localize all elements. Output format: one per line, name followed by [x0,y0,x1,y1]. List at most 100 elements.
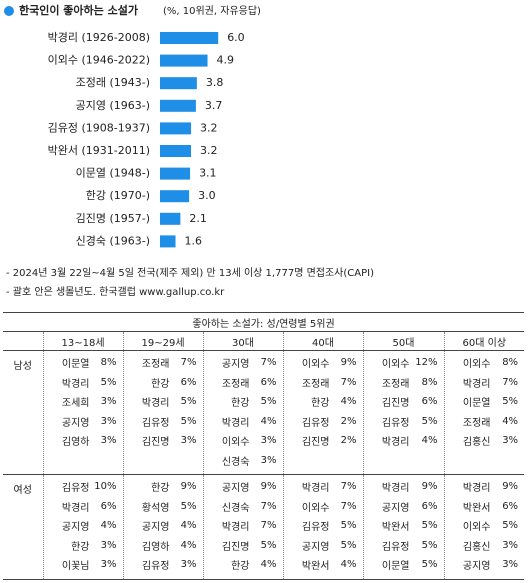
author-name: 한강 [231,561,250,573]
category-label: 신경숙 (1963-) [76,234,150,247]
entry: 조정래 6% [204,373,283,393]
value-label: 3.0 [198,189,216,202]
author-name: 조정래 [141,359,170,371]
author-name: 공지영 [61,522,90,534]
percent: 7% [260,520,277,532]
entry: 황석영 5% [124,497,203,517]
author-name: 공지영 [462,561,491,573]
percent: 9% [502,481,519,493]
author-name: 박경리 [221,522,250,534]
author-name: 박경리 [141,398,170,410]
value-label: 3.2 [200,144,218,157]
entry: 김영하 3% [44,431,123,451]
percent: 5% [421,559,438,571]
percent: 2% [340,415,357,427]
author-name: 조정래 [301,378,330,390]
author-name: 공지영 [221,483,250,495]
entry: 조세희 3% [44,392,123,412]
percent: 4% [180,520,197,532]
entry: 박경리 9% [364,477,444,497]
entry: 김유정 3% [124,555,203,575]
cell: 이외수 12% 조정래 8% 김진명 6% 김유정 5% 박경리 4% [362,350,444,475]
percent: 3% [180,559,197,571]
entry: 김영하 4% [124,536,203,556]
author-name: 신경숙 [221,502,250,514]
author-name: 공지영 [141,522,170,534]
entry: 이문열 5% [364,555,444,575]
entry: 김홍신 3% [445,536,525,556]
author-name: 이외수 [462,522,491,534]
category-label: 박완서 (1931-2011) [48,144,150,157]
chart-title: 한국인이 좋아하는 소설가 [19,3,138,17]
percent: 5% [502,520,519,532]
percent: 7% [340,500,357,512]
entry: 한강 4% [204,555,283,575]
cell: 공지영 9% 신경숙 7% 박경리 7% 김진명 5% 한강 4% [202,474,283,580]
author-name: 한강 [311,398,330,410]
category-label: 김유정 (1908-1937) [48,121,150,134]
group-label: 여성 [3,474,43,580]
author-name: 박경리 [61,378,90,390]
value-label: 2.1 [189,212,207,225]
entry: 공지영 4% [124,516,203,536]
entry: 이외수 9% [284,353,363,373]
percent: 8% [502,357,519,369]
percent: 12% [415,357,438,369]
author-name: 이문열 [381,561,410,573]
column-header: 50대 [362,331,444,351]
percent: 9% [421,481,438,493]
percent: 7% [260,357,277,369]
author-name: 한강 [231,398,250,410]
entry: 김진명 5% [204,536,283,556]
percent: 3% [260,435,277,447]
category-label: 공지영 (1963-) [76,99,150,112]
author-name: 황석영 [141,502,170,514]
category-label: 이외수 (1946-2022) [48,54,150,67]
author-name: 이꽃님 [61,561,90,573]
percent: 7% [260,500,277,512]
entry: 공지영 3% [44,412,123,432]
entry: 신경숙 7% [204,497,283,517]
bar [160,190,190,203]
author-name: 조정래 [221,378,250,390]
author-name: 김유정 [381,417,410,429]
note: - 2024년 3월 22일~4월 5일 전국(제주 제외) 만 13세 이상 … [6,268,374,279]
entry: 김진명 2% [284,431,363,451]
author-name: 박완서 [381,522,410,534]
group-row: 여성 김유정 10% 박경리 6% 공지영 4% 한강 3% 이꽃님 3% 한강 9% 황석영 5% 공지영 4… [3,474,525,580]
percent: 3% [100,539,117,551]
percent: 6% [260,376,277,388]
entry: 박경리 7% [204,516,283,536]
column-header: 13~18세 [42,331,123,351]
author-name: 공지영 [61,417,90,429]
percent: 6% [421,396,438,408]
chart: 한국인이 좋아하는 소설가 (%, 10위권, 자유응답) 박경리 (1926-… [4,3,261,248]
percent: 5% [100,376,117,388]
percent: 4% [502,415,519,427]
author-name: 김진명 [301,437,330,449]
author-name: 공지영 [301,541,330,553]
percent: 8% [100,357,117,369]
author-name: 박경리 [301,483,330,495]
entry: 김진명 6% [364,392,444,412]
percent: 5% [180,415,197,427]
title-row: 좋아하는 소설가: 성/연령별 5위권 [3,312,525,332]
percent: 7% [340,481,357,493]
bar [160,32,219,44]
category-label: 박경리 (1926-2008) [48,31,150,44]
entry: 공지영 9% [204,477,283,497]
author-name: 조정래 [462,417,491,429]
percent: 10% [94,481,117,493]
bar [160,77,197,90]
percent: 5% [180,500,197,512]
percent: 6% [502,500,519,512]
percent: 7% [502,376,519,388]
percent: 3% [260,454,277,466]
cell: 이문열 8% 박경리 5% 조세희 3% 공지영 3% 김영하 3% [42,350,123,475]
entry: 박경리 9% [445,477,525,497]
entry: 김진명 3% [124,431,203,451]
group-label: 남성 [3,350,43,475]
cell: 한강 9% 황석영 5% 공지영 4% 김영하 4% 김유정 3% [122,474,203,580]
column-header: 60대 이상 [443,331,525,351]
